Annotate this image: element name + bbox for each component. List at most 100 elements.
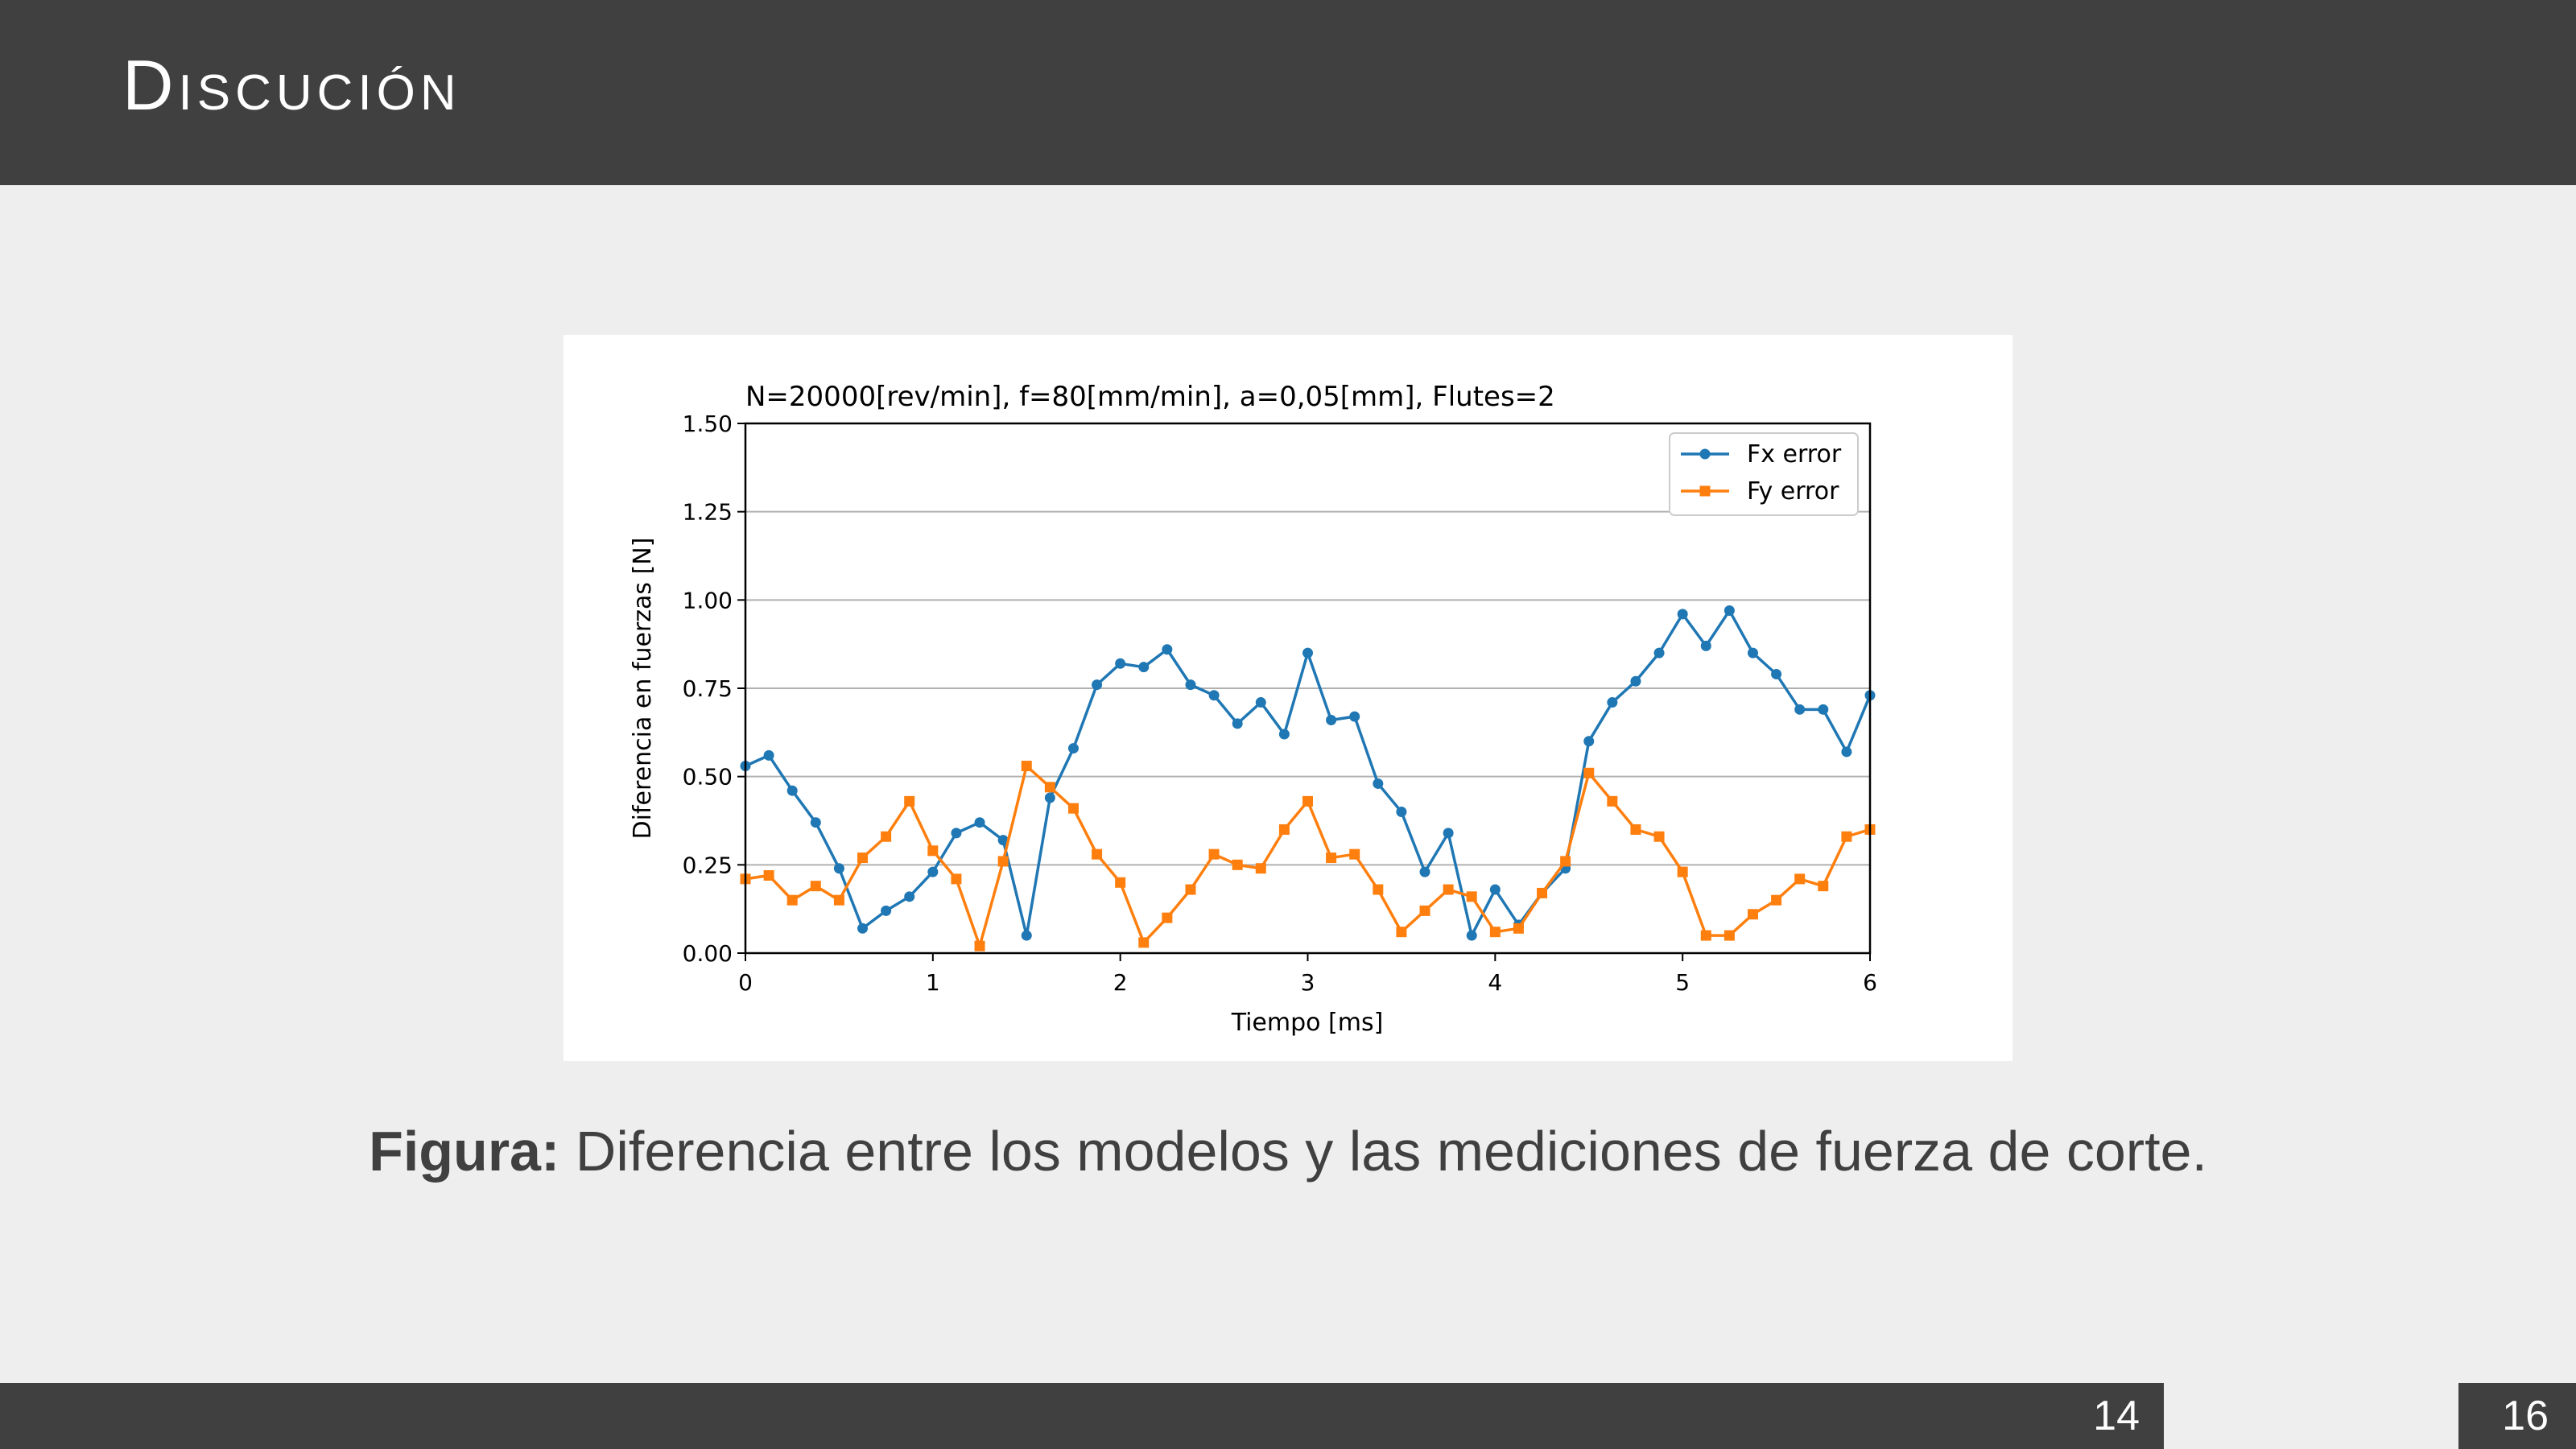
- data-point: [1115, 877, 1126, 888]
- line-chart: 0.00 0.25 0.50 0.75 1.00 1.25 1.50 0 1 2 3 4 5 6 N=20…: [629, 381, 1877, 1037]
- figure-caption: Figura: Diferencia entre los modelos y l…: [0, 1119, 2576, 1183]
- data-point: [1208, 690, 1220, 701]
- data-point: [1185, 679, 1196, 691]
- data-point: [1349, 848, 1360, 860]
- data-point: [951, 828, 962, 839]
- grid-layer: [745, 510, 1870, 866]
- y-tick-label: 0.25: [683, 852, 733, 878]
- slide-title: Discución: [122, 45, 461, 125]
- data-point: [1373, 778, 1384, 789]
- data-point: [1466, 891, 1477, 902]
- data-point: [927, 845, 939, 857]
- data-point: [1326, 714, 1337, 725]
- data-point: [1021, 761, 1032, 772]
- data-point: [786, 785, 798, 796]
- data-point: [833, 894, 844, 906]
- x-tick-label: 5: [1675, 969, 1690, 996]
- y-tick-label: 0.75: [683, 675, 733, 702]
- data-point: [786, 894, 798, 906]
- data-point: [1794, 704, 1806, 715]
- x-tick-label: 1: [926, 969, 940, 996]
- data-point: [1747, 647, 1758, 658]
- data-point: [1560, 856, 1571, 867]
- data-point: [1607, 697, 1618, 708]
- data-point: [1630, 824, 1641, 835]
- data-point: [974, 817, 985, 828]
- y-tick-label: 1.00: [683, 587, 733, 613]
- data-point: [1419, 866, 1430, 877]
- data-point: [1443, 884, 1454, 895]
- legend: Fx error Fy error: [1669, 432, 1859, 516]
- caption-label: Figura:: [369, 1120, 560, 1183]
- data-point: [1162, 644, 1173, 655]
- data-point: [997, 856, 1009, 867]
- data-point: [810, 817, 821, 828]
- data-point: [1138, 937, 1150, 948]
- data-point: [1724, 605, 1735, 616]
- data-point: [1724, 930, 1735, 941]
- data-point: [904, 891, 915, 902]
- data-point: [1537, 887, 1548, 898]
- data-point: [1396, 927, 1407, 938]
- footer-total-box: 16: [2458, 1383, 2576, 1449]
- data-point: [1466, 930, 1477, 941]
- data-point: [1115, 658, 1126, 669]
- page-number: 14: [2093, 1393, 2140, 1439]
- data-point: [1653, 831, 1665, 842]
- data-point: [881, 905, 892, 916]
- x-axis-label: Tiempo [ms]: [1231, 1009, 1384, 1037]
- caption-text: Diferencia entre los modelos y las medic…: [559, 1120, 2207, 1183]
- data-point: [1278, 824, 1290, 835]
- data-point: [1255, 863, 1266, 874]
- data-point: [1232, 718, 1243, 729]
- x-tick-label: 0: [738, 969, 753, 996]
- data-point: [1162, 912, 1173, 923]
- data-point: [1349, 711, 1360, 722]
- y-tick-label: 0.50: [683, 764, 733, 791]
- data-point: [1302, 795, 1313, 807]
- data-point: [810, 881, 821, 892]
- data-point: [1700, 640, 1711, 651]
- data-point: [1185, 884, 1196, 895]
- data-point: [904, 795, 915, 807]
- data-point: [1630, 675, 1641, 687]
- tick-layer: 0.00 0.25 0.50 0.75 1.00 1.25 1.50 0 1 2 3 4 5 6: [683, 411, 1877, 996]
- data-point: [1747, 909, 1758, 920]
- data-point: [1373, 884, 1384, 895]
- chart-title: N=20000[rev/min], f=80[mm/min], a=0,05[m…: [745, 381, 1555, 413]
- data-point: [1021, 930, 1032, 941]
- data-point: [1092, 679, 1103, 691]
- slide-header: Discución: [0, 0, 2576, 185]
- data-point: [1818, 881, 1829, 892]
- data-point: [1653, 647, 1665, 658]
- figure: 0.00 0.25 0.50 0.75 1.00 1.25 1.50 0 1 2 3 4 5 6 N=20…: [564, 335, 2013, 1061]
- data-point: [1067, 803, 1079, 814]
- data-point: [1067, 743, 1079, 754]
- data-point: [974, 940, 985, 952]
- data-point: [1841, 831, 1852, 842]
- data-point: [1326, 852, 1337, 864]
- data-point: [1255, 697, 1266, 708]
- legend-fx-marker: [1699, 448, 1711, 460]
- data-point: [1583, 767, 1595, 778]
- data-point: [1489, 884, 1501, 895]
- data-point: [857, 852, 869, 864]
- series-fx-error: [740, 605, 1876, 941]
- data-point: [1138, 662, 1150, 673]
- data-point: [1302, 647, 1313, 658]
- data-point: [1583, 736, 1595, 747]
- series-line: [745, 764, 1871, 947]
- data-point: [1841, 746, 1852, 758]
- legend-fx-label: Fx error: [1747, 440, 1842, 469]
- data-point: [1232, 859, 1243, 870]
- total-pages: 16: [2502, 1393, 2549, 1439]
- data-point: [997, 835, 1009, 846]
- data-point: [1396, 807, 1407, 818]
- y-tick-label: 1.50: [683, 411, 733, 437]
- data-point: [763, 749, 774, 761]
- data-point: [1700, 930, 1711, 941]
- legend-fy-marker: [1699, 485, 1711, 497]
- data-point: [1044, 792, 1055, 803]
- data-point: [1818, 704, 1829, 715]
